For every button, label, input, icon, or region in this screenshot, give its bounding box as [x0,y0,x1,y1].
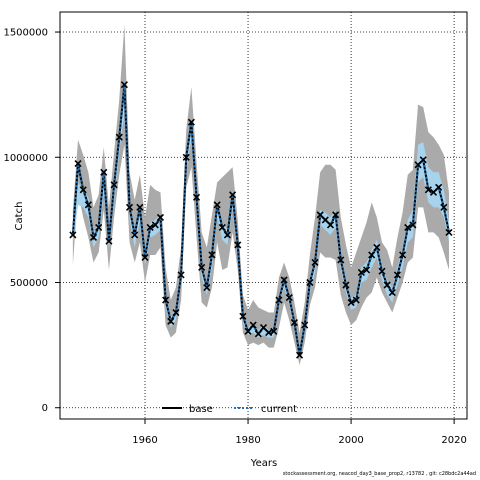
data-point-1981 [249,321,257,329]
data-point-1947 [74,159,82,168]
data-point-1995 [321,216,329,224]
data-point-1962 [151,221,159,229]
data-point-1966 [172,308,180,317]
data-points [69,81,453,359]
y-axis-title: Catch [14,202,25,231]
data-point-2000 [347,298,355,307]
data-point-1998 [337,256,345,264]
data-point-2014 [419,156,427,164]
data-point-2005 [373,243,381,251]
plot-frame [59,11,468,420]
data-point-1958 [131,231,139,239]
legend-label-0: base [189,404,213,415]
x-axis-title: Years [250,458,277,469]
data-point-2013 [414,161,422,169]
ci-band-base [72,24,449,366]
data-point-1979 [239,312,247,320]
data-point-2009 [393,271,402,279]
data-point-2016 [429,188,438,196]
data-point-1986 [275,296,283,304]
data-point-1972 [203,283,211,292]
data-point-1980 [244,327,252,335]
data-point-1954 [110,181,118,189]
data-point-1976 [223,231,232,239]
data-point-1988 [285,293,293,302]
legend-label-1: current [261,404,297,415]
ci-band-base-area [72,24,449,366]
data-point-2010 [399,251,407,259]
data-point-1949 [84,201,92,209]
data-point-1973 [208,251,216,259]
data-point-1975 [218,223,226,231]
x-tick-label-2: 2000 [338,435,363,446]
data-point-1967 [177,271,185,279]
data-point-1964 [162,296,170,304]
y-tick-label-1: 500000 [10,278,48,289]
y-tick-label-2: 1000000 [3,153,48,164]
data-point-1996 [326,221,335,229]
data-point-1977 [229,191,237,199]
data-point-2001 [352,296,360,304]
data-point-1957 [125,203,134,211]
data-point-1952 [100,168,108,176]
data-point-1970 [192,193,201,201]
data-point-1960 [141,253,149,262]
data-point-1990 [295,351,304,359]
data-point-1978 [234,241,242,249]
y-tick-label-3: 1500000 [3,28,48,39]
data-point-2007 [383,281,391,289]
x-axis: 1960 1980 2000 2020 [132,419,467,446]
data-point-1992 [306,278,314,287]
data-point-1968 [182,153,190,161]
data-point-2018 [440,203,448,211]
data-point-1983 [259,324,268,332]
data-point-2006 [378,267,386,275]
data-point-2003 [362,266,371,274]
data-point-1974 [213,201,221,209]
data-point-2008 [388,288,396,297]
data-point-1969 [187,118,195,126]
data-point-1993 [311,258,319,267]
data-point-1999 [342,281,350,289]
y-tick-label-0: 0 [42,403,48,414]
data-point-1994 [316,211,324,219]
data-point-2004 [368,251,376,259]
data-point-1963 [156,213,165,221]
data-point-1985 [270,327,278,335]
data-point-1956 [120,81,128,89]
footnote: stockassessment.org, neacod_day3_base_pr… [282,471,476,477]
data-point-1950 [89,233,98,241]
data-point-2002 [357,268,365,277]
data-point-1982 [254,330,262,338]
data-point-2017 [435,183,443,191]
data-point-2011 [404,223,412,231]
data-point-2012 [409,221,417,229]
data-point-1991 [301,321,309,329]
data-point-1946 [69,231,77,239]
y-axis: 0 500000 1000000 1500000 [3,28,60,414]
x-tick-label-1: 1980 [235,435,260,446]
data-point-1987 [280,276,288,284]
data-point-2019 [445,228,453,236]
data-point-1948 [79,186,87,194]
x-tick-label-3: 2020 [441,435,466,446]
data-point-1955 [115,133,123,141]
data-point-1984 [265,329,273,337]
data-point-1989 [290,319,298,327]
x-tick-label-0: 1960 [132,435,157,446]
legend: base current [162,404,297,415]
data-point-1953 [105,237,113,245]
data-point-1961 [146,223,154,231]
data-point-1959 [136,203,144,211]
data-point-1951 [95,223,103,231]
data-point-1965 [167,317,175,325]
data-point-1971 [198,263,206,272]
data-point-1997 [332,211,340,219]
data-point-2015 [424,186,432,194]
